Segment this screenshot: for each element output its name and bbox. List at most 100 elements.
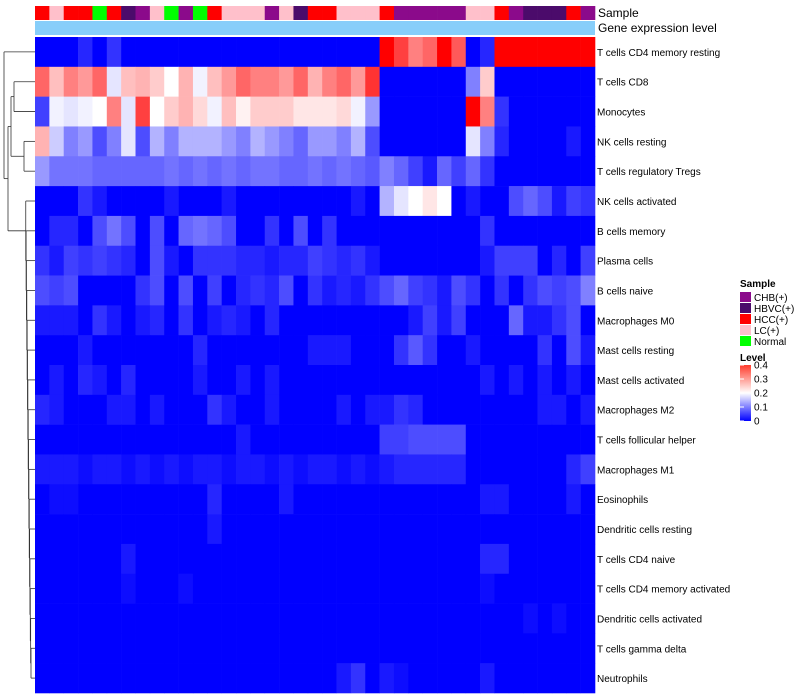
heatmap-cell bbox=[49, 305, 65, 336]
heatmap-cell bbox=[523, 543, 538, 575]
sample-annotation-cell bbox=[422, 6, 438, 20]
heatmap-cell bbox=[551, 215, 567, 247]
heatmap-cell bbox=[236, 66, 251, 97]
heatmap-cell bbox=[106, 186, 122, 217]
level-tick-label: 0.2 bbox=[754, 389, 768, 400]
heatmap-cell bbox=[279, 543, 294, 575]
heatmap-cell bbox=[149, 66, 165, 97]
heatmap-cell bbox=[178, 424, 194, 455]
heatmap-cell bbox=[494, 96, 510, 127]
heatmap-cell bbox=[106, 454, 122, 485]
row-label: NK cells activated bbox=[597, 197, 676, 208]
heatmap-cell bbox=[49, 96, 65, 127]
heatmap-cell bbox=[437, 305, 452, 336]
heatmap-cell bbox=[465, 663, 481, 694]
heatmap-cell bbox=[236, 633, 251, 664]
heatmap-cell bbox=[350, 305, 366, 336]
heatmap-cell bbox=[365, 156, 380, 187]
heatmap-cell bbox=[508, 663, 524, 694]
heatmap-cell bbox=[207, 514, 222, 545]
sample-annotation-cell bbox=[221, 6, 237, 20]
heatmap-cell bbox=[279, 573, 294, 604]
heatmap-cell bbox=[250, 484, 266, 515]
heatmap-cell bbox=[106, 663, 122, 694]
heatmap-cell bbox=[121, 424, 136, 455]
heatmap-cell bbox=[350, 245, 366, 276]
heatmap-cell bbox=[336, 633, 352, 664]
heatmap-cell bbox=[566, 543, 581, 575]
heatmap-cell bbox=[480, 305, 495, 336]
heatmap-cell bbox=[480, 66, 495, 97]
heatmap-cell bbox=[35, 424, 50, 455]
heatmap-cell bbox=[523, 335, 538, 366]
heatmap-cell bbox=[322, 365, 337, 396]
heatmap-cell bbox=[293, 186, 309, 217]
heatmap-cell bbox=[307, 663, 323, 694]
heatmap-cell bbox=[551, 37, 567, 68]
heatmap-cell bbox=[379, 126, 395, 157]
heatmap-cell bbox=[192, 365, 208, 396]
heatmap-cell bbox=[523, 215, 538, 247]
heatmap-cell bbox=[135, 484, 151, 515]
heatmap-cell bbox=[537, 245, 553, 276]
heatmap-cell bbox=[393, 305, 409, 336]
heatmap-cell bbox=[49, 573, 65, 604]
heatmap-cell bbox=[322, 126, 337, 157]
heatmap-cell bbox=[393, 126, 409, 157]
heatmap-cell bbox=[121, 484, 136, 515]
heatmap-cell bbox=[236, 275, 251, 306]
heatmap-cell bbox=[92, 156, 108, 187]
sample-annotation-cell bbox=[322, 6, 337, 20]
heatmap-cell bbox=[279, 37, 294, 68]
heatmap-cell bbox=[164, 633, 179, 664]
heatmap-cell bbox=[480, 126, 495, 157]
heatmap-cell bbox=[350, 96, 366, 127]
heatmap-cell bbox=[307, 66, 323, 97]
heatmap-cell bbox=[480, 186, 495, 217]
heatmap-cell bbox=[92, 573, 108, 604]
heatmap-cell bbox=[350, 37, 366, 68]
heatmap-cell bbox=[49, 663, 65, 694]
heatmap-cell bbox=[63, 573, 79, 604]
heatmap-cell bbox=[422, 543, 438, 575]
heatmap-cell bbox=[379, 186, 395, 217]
heatmap-cell bbox=[63, 186, 79, 217]
heatmap-cell bbox=[293, 96, 309, 127]
heatmap-cell bbox=[307, 394, 323, 425]
heatmap-cell bbox=[365, 215, 380, 247]
heatmap-cell bbox=[92, 394, 108, 425]
heatmap-cell bbox=[135, 663, 151, 694]
heatmap-cell bbox=[365, 275, 380, 306]
heatmap-cell bbox=[480, 245, 495, 276]
row-label: Macrophages M1 bbox=[597, 465, 675, 476]
heatmap-cell bbox=[322, 37, 337, 68]
heatmap-cell bbox=[221, 663, 237, 694]
heatmap-cell bbox=[322, 215, 337, 247]
heatmap-cell bbox=[508, 96, 524, 127]
heatmap-cell bbox=[494, 484, 510, 515]
heatmap-cell bbox=[250, 633, 266, 664]
heatmap-cell bbox=[135, 245, 151, 276]
heatmap-cell bbox=[207, 573, 222, 604]
heatmap-cell bbox=[336, 543, 352, 575]
heatmap-cell bbox=[365, 424, 380, 455]
heatmap-cell bbox=[207, 245, 222, 276]
heatmap-cell bbox=[365, 543, 380, 575]
heatmap-cell bbox=[192, 454, 208, 485]
heatmap-cell bbox=[350, 275, 366, 306]
heatmap-cell bbox=[63, 603, 79, 634]
heatmap-cell bbox=[92, 37, 108, 68]
heatmap-cell bbox=[393, 186, 409, 217]
heatmap-cell bbox=[451, 96, 467, 127]
heatmap-cell bbox=[250, 335, 266, 366]
row-label: T cells CD8 bbox=[597, 78, 649, 89]
heatmap-cell bbox=[322, 543, 337, 575]
heatmap-cell bbox=[437, 365, 452, 396]
heatmap-cell bbox=[164, 335, 179, 366]
heatmap-cell bbox=[451, 454, 467, 485]
sample-annotation-cell bbox=[508, 6, 524, 20]
heatmap-cell bbox=[264, 126, 280, 157]
heatmap-cell bbox=[566, 633, 581, 664]
heatmap-cell bbox=[121, 365, 136, 396]
heatmap-cell bbox=[566, 37, 581, 68]
